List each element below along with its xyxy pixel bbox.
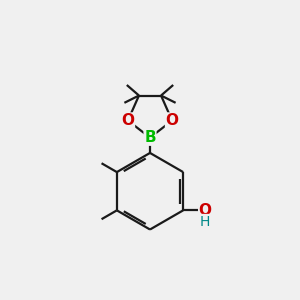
Text: O: O xyxy=(199,203,212,218)
Text: B: B xyxy=(144,130,156,145)
Text: O: O xyxy=(122,113,134,128)
Text: O: O xyxy=(166,113,178,128)
Text: H: H xyxy=(200,214,210,229)
